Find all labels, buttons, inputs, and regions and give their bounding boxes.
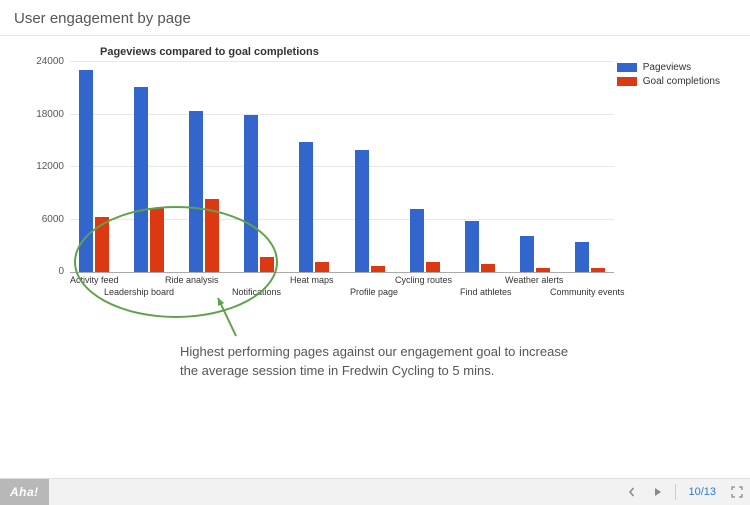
brand-label: Aha! bbox=[10, 485, 39, 499]
expand-icon bbox=[731, 486, 743, 498]
bar bbox=[244, 115, 258, 272]
x-tick-label: Community events bbox=[550, 287, 625, 297]
slide-content: Pageviews compared to goal completions 0… bbox=[0, 36, 750, 381]
prev-slide-button[interactable] bbox=[619, 482, 645, 502]
bar-group bbox=[72, 70, 116, 272]
y-tick-label: 12000 bbox=[36, 162, 64, 172]
bar-group bbox=[182, 111, 226, 272]
brand-logo: Aha! bbox=[0, 479, 49, 505]
footer-divider bbox=[675, 484, 676, 500]
x-tick-label: Find athletes bbox=[460, 287, 512, 297]
bar bbox=[299, 142, 313, 272]
bar bbox=[355, 150, 369, 272]
x-tick-label: Activity feed bbox=[70, 275, 119, 285]
bar bbox=[520, 236, 534, 272]
bar bbox=[189, 111, 203, 272]
legend-swatch bbox=[617, 63, 637, 72]
page-indicator: 10/13 bbox=[680, 486, 724, 498]
play-icon bbox=[653, 487, 663, 497]
bar-group bbox=[458, 221, 502, 272]
legend-label: Pageviews bbox=[643, 62, 691, 73]
caption-line: Highest performing pages against our eng… bbox=[180, 344, 568, 359]
chart-plot bbox=[70, 62, 614, 273]
presentation-footer: Aha! 10/13 bbox=[0, 478, 750, 505]
bar bbox=[205, 199, 219, 272]
bar-group bbox=[127, 87, 171, 272]
bar-group bbox=[348, 150, 392, 272]
legend-swatch bbox=[617, 77, 637, 86]
bar-group bbox=[513, 236, 557, 272]
x-tick-label: Heat maps bbox=[290, 275, 334, 285]
bar-group bbox=[403, 209, 447, 272]
x-tick-label: Weather alerts bbox=[505, 275, 563, 285]
bar-group bbox=[237, 115, 281, 272]
legend-label: Goal completions bbox=[643, 76, 720, 87]
caption-line: the average session time in Fredwin Cycl… bbox=[180, 363, 494, 378]
bar bbox=[95, 217, 109, 272]
bar bbox=[134, 87, 148, 272]
chart-legend: Pageviews Goal completions bbox=[617, 62, 720, 90]
bar bbox=[481, 264, 495, 272]
fullscreen-button[interactable] bbox=[724, 482, 750, 502]
bar bbox=[465, 221, 479, 272]
legend-item-goal-completions: Goal completions bbox=[617, 76, 720, 87]
bar bbox=[591, 268, 605, 272]
page-title: User engagement by page bbox=[0, 0, 750, 36]
bar bbox=[79, 70, 93, 272]
y-tick-label: 0 bbox=[58, 267, 64, 277]
bar bbox=[426, 262, 440, 272]
page-title-text: User engagement by page bbox=[14, 10, 191, 27]
bar bbox=[410, 209, 424, 272]
y-tick-label: 6000 bbox=[42, 215, 64, 225]
chevron-left-icon bbox=[627, 487, 637, 497]
bar bbox=[371, 266, 385, 272]
x-tick-label: Profile page bbox=[350, 287, 398, 297]
bar-group bbox=[568, 242, 612, 272]
y-tick-label: 24000 bbox=[36, 57, 64, 67]
x-tick-label: Notifications bbox=[232, 287, 281, 297]
grid-line bbox=[70, 61, 614, 62]
x-tick-label: Cycling routes bbox=[395, 275, 452, 285]
annotation-caption: Highest performing pages against our eng… bbox=[180, 343, 640, 381]
chart: 06000120001800024000 Pageviews Goal comp… bbox=[20, 62, 730, 273]
x-axis-labels: Activity feed Leadership board Ride analys… bbox=[70, 273, 610, 303]
bar bbox=[150, 208, 164, 272]
y-tick-label: 18000 bbox=[36, 110, 64, 120]
bar bbox=[536, 268, 550, 272]
chart-title: Pageviews compared to goal completions bbox=[100, 46, 730, 58]
bar bbox=[315, 262, 329, 273]
x-tick-label: Leadership board bbox=[104, 287, 174, 297]
bar bbox=[575, 242, 589, 272]
next-slide-button[interactable] bbox=[645, 482, 671, 502]
x-tick-label: Ride analysis bbox=[165, 275, 219, 285]
bar bbox=[260, 257, 274, 272]
legend-item-pageviews: Pageviews bbox=[617, 62, 720, 73]
y-axis: 06000120001800024000 bbox=[20, 62, 70, 272]
bar-group bbox=[292, 142, 336, 272]
